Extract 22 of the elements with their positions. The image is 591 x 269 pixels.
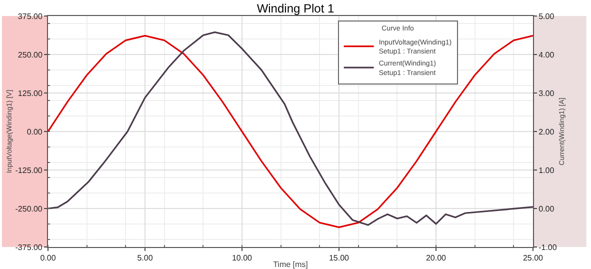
x-tick-label: 0.00 [40,254,56,263]
x-tick-label: 10.00 [232,254,253,263]
y2-tick-label: 0.00 [538,204,555,214]
y2-tick-label: 1.00 [538,166,555,175]
x-axis-title: Time [ms] [273,260,308,269]
y2-tick-label: 2.00 [538,127,555,136]
chart-title: Winding Plot 1 [256,1,335,16]
y2-tick-label: 5.00 [538,12,555,21]
y-tick-label: -125.00 [15,166,43,175]
y2-tick-label: -1.00 [538,242,558,252]
y2-tick-label: 3.00 [538,88,555,98]
x-tick-label: 20.00 [426,254,447,263]
x-tick-label: 5.00 [137,254,154,263]
y-tick-label: 250.00 [18,50,43,60]
y-tick-label: 375.00 [18,12,43,21]
x-tick-label: 25.00 [522,254,544,263]
y-tick-label: 0.00 [26,127,43,136]
y-tick-label: -250.00 [15,204,43,214]
y-tick-label: -375.00 [15,242,43,252]
y2-tick-label: 4.00 [538,50,555,60]
y-tick-label: 125.00 [18,88,43,98]
x-tick-label: 15.00 [328,254,350,263]
